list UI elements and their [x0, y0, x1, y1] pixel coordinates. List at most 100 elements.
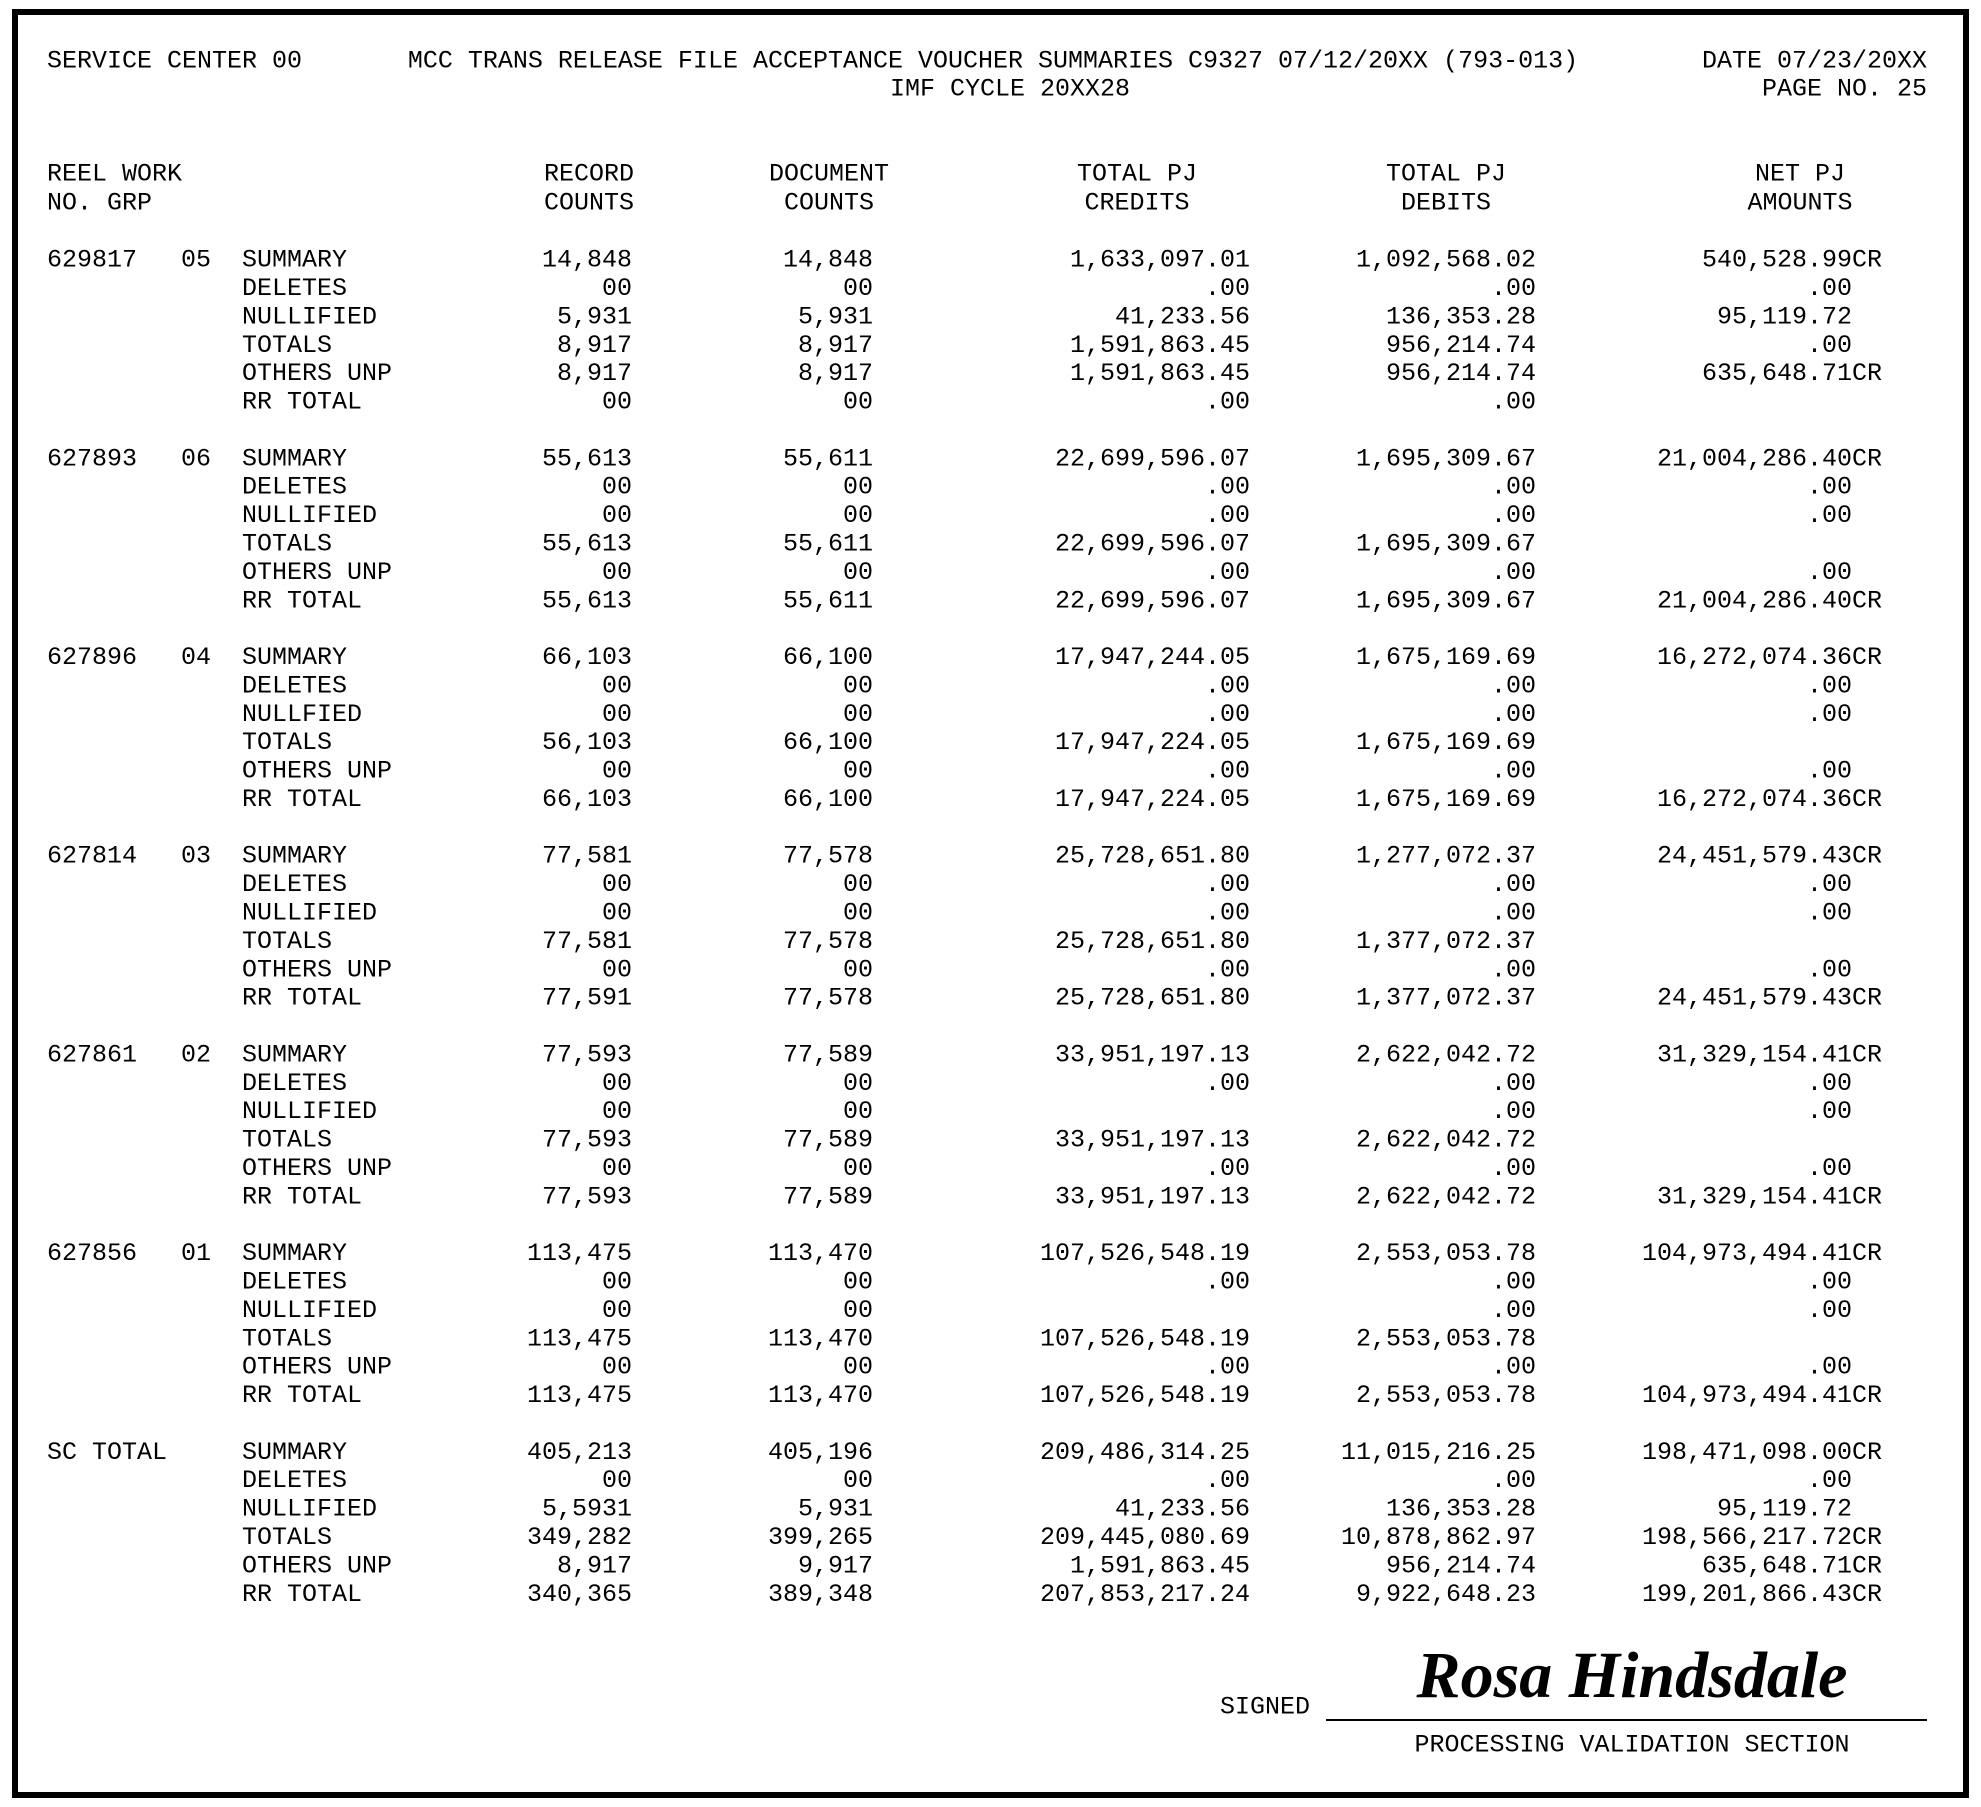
amount-cell: 405,213 — [527, 1438, 632, 1467]
amount-cell: 389,348 — [768, 1580, 873, 1609]
amount-cell: .00 — [1491, 757, 1536, 786]
amount-cell: 107,526,548.19 — [1040, 1324, 1250, 1353]
net-amount-cell: .00 — [1807, 331, 1852, 360]
row-label: NULLIFIED — [242, 501, 377, 530]
net-amount-cell: .00 — [1807, 501, 1852, 530]
row-label: SUMMARY — [242, 1239, 347, 1268]
amount-cell: 136,353.28 — [1386, 1495, 1536, 1524]
net-amount-cell: .00 — [1807, 1097, 1852, 1126]
amount-cell: 56,103 — [542, 728, 632, 757]
amount-cell: 77,593 — [542, 1182, 632, 1211]
amount-cell: 33,951,197.13 — [1055, 1126, 1250, 1155]
net-amount-cell: 635,648.71CR — [1702, 1551, 1882, 1580]
row-label: SUMMARY — [242, 444, 347, 473]
amount-cell: .00 — [1205, 1154, 1250, 1183]
amount-cell: 66,100 — [783, 643, 873, 672]
column-header: COUNTS — [784, 189, 874, 218]
net-amount-cell: 104,973,494.41CR — [1642, 1239, 1882, 1268]
row-label: DELETES — [242, 1268, 347, 1297]
row-label: SUMMARY — [242, 643, 347, 672]
amount-cell: 66,100 — [783, 785, 873, 814]
amount-cell: 00 — [602, 1466, 632, 1495]
amount-cell: .00 — [1205, 558, 1250, 587]
amount-cell: 113,470 — [768, 1239, 873, 1268]
net-amount-cell: .00 — [1807, 473, 1852, 502]
amount-cell: .00 — [1205, 274, 1250, 303]
amount-cell: 113,475 — [527, 1239, 632, 1268]
row-label: NULLIFIED — [242, 1495, 377, 1524]
amount-cell: 77,578 — [783, 984, 873, 1013]
amount-cell: 17,947,244.05 — [1055, 643, 1250, 672]
amount-cell: 55,613 — [542, 444, 632, 473]
reel-number: 627861 — [47, 1040, 137, 1069]
amount-cell: 25,728,651.80 — [1055, 927, 1250, 956]
reel-number: 627896 — [47, 643, 137, 672]
amount-cell: 00 — [843, 1097, 873, 1126]
amount-cell: 77,591 — [542, 984, 632, 1013]
amount-cell: 405,196 — [768, 1438, 873, 1467]
work-group: 02 — [181, 1040, 211, 1069]
amount-cell: 00 — [602, 501, 632, 530]
amount-cell: .00 — [1491, 1097, 1536, 1126]
net-amount-cell: .00 — [1807, 558, 1852, 587]
amount-cell: 1,675,169.69 — [1356, 643, 1536, 672]
row-label: DELETES — [242, 671, 347, 700]
amount-cell: .00 — [1491, 1268, 1536, 1297]
net-amount-cell: 198,566,217.72CR — [1642, 1523, 1882, 1552]
amount-cell: 00 — [602, 1097, 632, 1126]
column-header: TOTAL PJ — [1386, 160, 1506, 189]
amount-cell: 00 — [602, 757, 632, 786]
row-label: TOTALS — [242, 1324, 332, 1353]
row-label: SUMMARY — [242, 1438, 347, 1467]
amount-cell: .00 — [1205, 1353, 1250, 1382]
amount-cell: .00 — [1205, 473, 1250, 502]
row-label: RR TOTAL — [242, 1580, 362, 1609]
amount-cell: 107,526,548.19 — [1040, 1381, 1250, 1410]
amount-cell: 00 — [602, 1154, 632, 1183]
net-amount-cell: 104,973,494.41CR — [1642, 1381, 1882, 1410]
amount-cell: 22,699,596.07 — [1055, 444, 1250, 473]
net-amount-cell: 31,329,154.41CR — [1657, 1182, 1882, 1211]
amount-cell: 00 — [843, 1154, 873, 1183]
amount-cell: .00 — [1491, 955, 1536, 984]
amount-cell: 113,470 — [768, 1381, 873, 1410]
net-amount-cell: .00 — [1807, 700, 1852, 729]
net-amount-cell: 95,119.72 — [1717, 1495, 1852, 1524]
amount-cell: 00 — [843, 1069, 873, 1098]
amount-cell: 25,728,651.80 — [1055, 842, 1250, 871]
row-label: NULLIFIED — [242, 1097, 377, 1126]
amount-cell: 77,581 — [542, 927, 632, 956]
amount-cell: 00 — [602, 1069, 632, 1098]
amount-cell: .00 — [1491, 1466, 1536, 1495]
work-group: 06 — [181, 444, 211, 473]
amount-cell: 113,475 — [527, 1381, 632, 1410]
net-amount-cell: .00 — [1807, 1154, 1852, 1183]
amount-cell: 00 — [843, 870, 873, 899]
reel-number: 629817 — [47, 246, 137, 275]
amount-cell: 00 — [843, 700, 873, 729]
amount-cell: 209,445,080.69 — [1040, 1523, 1250, 1552]
amount-cell: .00 — [1205, 671, 1250, 700]
amount-cell: 207,853,217.24 — [1040, 1580, 1250, 1609]
amount-cell: 66,100 — [783, 728, 873, 757]
amount-cell: 14,848 — [542, 246, 632, 275]
row-label: OTHERS UNP — [242, 1353, 392, 1382]
amount-cell: 00 — [602, 1296, 632, 1325]
amount-cell: 1,377,072.37 — [1356, 984, 1536, 1013]
net-amount-cell: .00 — [1807, 1296, 1852, 1325]
amount-cell: 399,265 — [768, 1523, 873, 1552]
column-header: NO. GRP — [47, 189, 152, 218]
amount-cell: 33,951,197.13 — [1055, 1040, 1250, 1069]
amount-cell: 1,377,072.37 — [1356, 927, 1536, 956]
row-label: RR TOTAL — [242, 388, 362, 417]
amount-cell: 77,589 — [783, 1182, 873, 1211]
page-border — [12, 9, 1969, 1798]
net-amount-cell: .00 — [1807, 274, 1852, 303]
row-label: TOTALS — [242, 927, 332, 956]
column-header: REEL WORK — [47, 160, 182, 189]
page-number: PAGE NO. 25 — [1762, 75, 1927, 104]
signed-label: SIGNED — [1220, 1693, 1310, 1722]
row-label: OTHERS UNP — [242, 558, 392, 587]
net-amount-cell: .00 — [1807, 1268, 1852, 1297]
row-label: DELETES — [242, 1069, 347, 1098]
